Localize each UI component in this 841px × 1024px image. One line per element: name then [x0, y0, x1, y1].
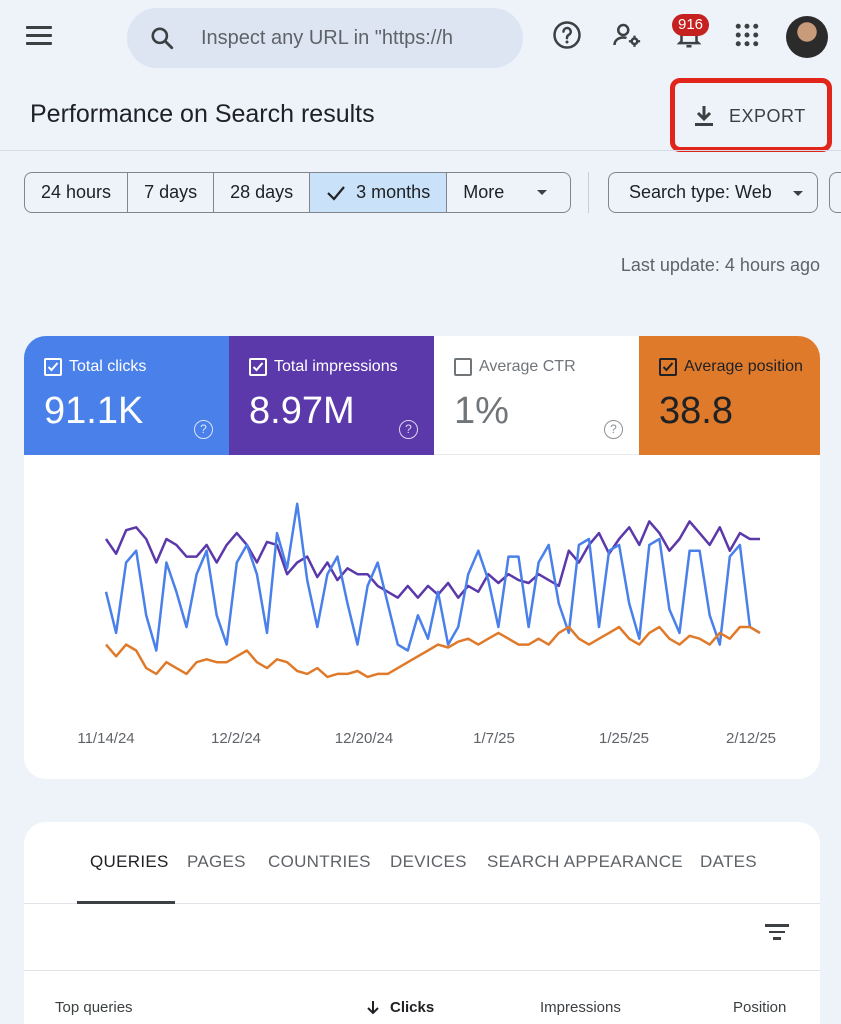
- last-update-text: Last update: 4 hours ago: [620, 255, 820, 275]
- export-highlight-box: EXPORT: [670, 78, 832, 152]
- metric-average-position[interactable]: Average position 38.8 ?: [639, 336, 820, 455]
- download-icon: [695, 106, 713, 126]
- range-more[interactable]: More: [447, 173, 570, 212]
- search-input[interactable]: [201, 22, 501, 54]
- tab-pages[interactable]: PAGES: [187, 852, 246, 871]
- checkbox-checked-icon[interactable]: [44, 358, 62, 376]
- range-3-months[interactable]: 3 months: [310, 173, 448, 212]
- metric-label: Total clicks: [69, 358, 147, 375]
- add-filter-chip[interactable]: [829, 172, 841, 213]
- date-range-selector: 24 hours 7 days 28 days 3 months More: [24, 172, 572, 213]
- table-header-divider: [24, 970, 820, 971]
- search-type-dropdown[interactable]: Search type: Web: [608, 172, 818, 213]
- export-label: EXPORT: [729, 105, 806, 126]
- account-avatar[interactable]: [786, 16, 828, 58]
- column-header-clicks[interactable]: Clicks: [366, 999, 434, 1016]
- metric-label: Total impressions: [274, 358, 398, 375]
- x-tick-label: 1/7/25: [473, 730, 515, 747]
- help-icon[interactable]: ?: [194, 420, 213, 439]
- page-title: Performance on Search results: [30, 100, 375, 128]
- x-tick-label: 11/14/24: [77, 730, 135, 747]
- series-line-total-clicks: [104, 502, 761, 652]
- performance-line-chart: [104, 502, 761, 679]
- performance-chart-card: Total clicks 91.1K ? Total impressions 8…: [24, 336, 820, 779]
- tab-devices[interactable]: DEVICES: [390, 852, 467, 871]
- x-tick-label: 12/20/24: [334, 730, 394, 747]
- chevron-down-icon: [793, 191, 803, 196]
- metric-average-ctr[interactable]: Average CTR 1% ?: [434, 336, 639, 455]
- results-table-card: QUERIES PAGES COUNTRIES DEVICES SEARCH A…: [24, 822, 820, 1024]
- dimension-tabs: QUERIES PAGES COUNTRIES DEVICES SEARCH A…: [24, 822, 820, 904]
- hamburger-menu-icon[interactable]: [26, 26, 52, 48]
- tab-dates[interactable]: DATES: [700, 852, 757, 871]
- metric-value: 38.8: [659, 390, 733, 432]
- metric-label: Average position: [684, 358, 803, 375]
- filter-divider: [588, 172, 589, 213]
- header-divider: [0, 150, 841, 151]
- notification-count-badge: 916: [672, 14, 710, 36]
- tab-search-appearance[interactable]: SEARCH APPEARANCE: [487, 852, 683, 871]
- column-header-impressions[interactable]: Impressions: [540, 999, 621, 1016]
- tab-queries[interactable]: QUERIES: [90, 852, 169, 871]
- check-icon: [327, 185, 346, 201]
- column-header-position[interactable]: Position: [733, 999, 787, 1016]
- apps-grid-icon[interactable]: [732, 20, 762, 50]
- chevron-down-icon: [537, 189, 548, 195]
- checkbox-unchecked-icon[interactable]: [454, 358, 472, 376]
- metric-value: 8.97M: [249, 390, 355, 432]
- arrow-down-icon: [367, 1001, 379, 1015]
- series-line-total-impressions: [104, 520, 760, 599]
- x-tick-label: 1/25/25: [598, 730, 650, 747]
- range-24-hours[interactable]: 24 hours: [25, 173, 129, 212]
- metric-total-impressions[interactable]: Total impressions 8.97M ?: [229, 336, 434, 455]
- search-icon: [151, 27, 174, 50]
- range-28-days[interactable]: 28 days: [214, 173, 311, 212]
- x-tick-label: 2/12/25: [725, 730, 777, 747]
- active-tab-indicator: [77, 901, 175, 904]
- column-header-top-queries: Top queries: [55, 999, 133, 1016]
- x-tick-label: 12/2/24: [210, 730, 262, 747]
- metric-value: 91.1K: [44, 390, 144, 432]
- help-icon[interactable]: ?: [399, 420, 418, 439]
- filter-rows-icon[interactable]: [765, 924, 789, 942]
- series-line-average-position: [105, 625, 761, 679]
- user-settings-icon[interactable]: [612, 20, 642, 50]
- url-inspection-search[interactable]: [127, 8, 523, 68]
- metric-label: Average CTR: [479, 358, 576, 375]
- top-bar: 916: [0, 0, 841, 76]
- help-icon[interactable]: [552, 20, 582, 50]
- metric-value: 1%: [454, 390, 509, 432]
- tab-countries[interactable]: COUNTRIES: [268, 852, 371, 871]
- checkbox-checked-icon[interactable]: [249, 358, 267, 376]
- export-button[interactable]: EXPORT: [693, 100, 806, 132]
- metric-total-clicks[interactable]: Total clicks 91.1K ?: [24, 336, 229, 455]
- range-7-days[interactable]: 7 days: [128, 173, 215, 212]
- help-icon[interactable]: ?: [604, 420, 623, 439]
- checkbox-checked-icon[interactable]: [659, 358, 677, 376]
